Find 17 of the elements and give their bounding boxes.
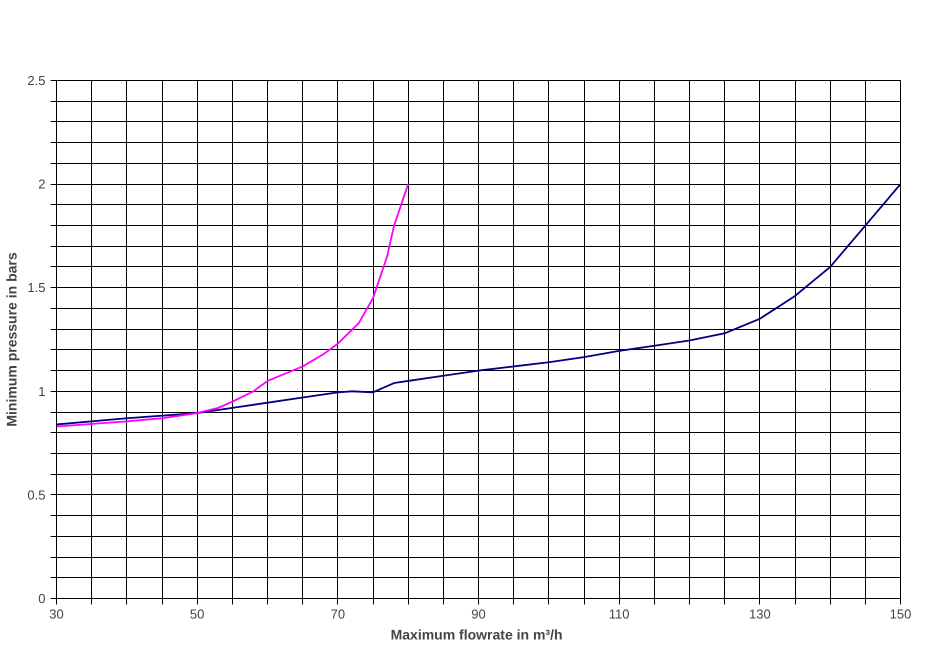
- x-tick-label: 150: [890, 606, 912, 622]
- x-tick-label: 50: [190, 606, 204, 622]
- y-axis-title: Minimum pressure in bars: [3, 252, 20, 427]
- x-tick-label: 90: [471, 606, 486, 622]
- x-axis-title: Maximum flowrate in m³/h: [390, 626, 563, 642]
- y-tick-label: 2: [38, 176, 46, 192]
- x-tick-label: 70: [330, 606, 346, 622]
- x-tick-label: 30: [49, 606, 64, 622]
- y-tick-label: 1: [38, 384, 46, 399]
- y-tick-label: 2.5: [27, 73, 46, 88]
- y-tick-label: 0.5: [27, 487, 46, 502]
- line-series: [56, 183, 410, 428]
- y-tick-label: 0: [38, 591, 46, 606]
- line-series: [56, 183, 900, 426]
- x-tick-label: 130: [748, 606, 771, 622]
- y-tick-label: 1.5: [27, 280, 46, 296]
- x-tick-label: 110: [608, 606, 630, 622]
